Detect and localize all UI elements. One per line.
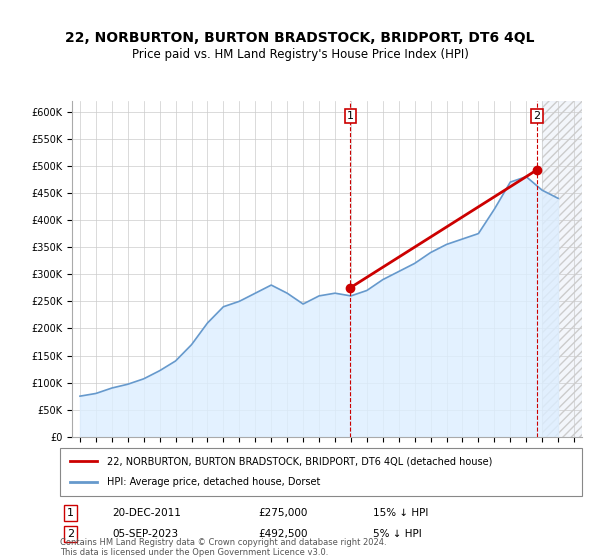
Text: £275,000: £275,000 bbox=[259, 508, 308, 518]
FancyBboxPatch shape bbox=[60, 448, 582, 496]
Text: 1: 1 bbox=[67, 508, 74, 518]
Text: £492,500: £492,500 bbox=[259, 529, 308, 539]
Text: 2: 2 bbox=[67, 529, 74, 539]
Text: 22, NORBURTON, BURTON BRADSTOCK, BRIDPORT, DT6 4QL (detached house): 22, NORBURTON, BURTON BRADSTOCK, BRIDPOR… bbox=[107, 456, 493, 466]
Text: Contains HM Land Registry data © Crown copyright and database right 2024.
This d: Contains HM Land Registry data © Crown c… bbox=[60, 538, 386, 557]
Text: HPI: Average price, detached house, Dorset: HPI: Average price, detached house, Dors… bbox=[107, 477, 320, 487]
Text: 05-SEP-2023: 05-SEP-2023 bbox=[112, 529, 178, 539]
Bar bbox=[542, 101, 582, 437]
Text: Price paid vs. HM Land Registry's House Price Index (HPI): Price paid vs. HM Land Registry's House … bbox=[131, 48, 469, 60]
Text: 5% ↓ HPI: 5% ↓ HPI bbox=[373, 529, 422, 539]
Text: 22, NORBURTON, BURTON BRADSTOCK, BRIDPORT, DT6 4QL: 22, NORBURTON, BURTON BRADSTOCK, BRIDPOR… bbox=[65, 31, 535, 45]
Text: 1: 1 bbox=[347, 111, 354, 121]
Text: 2: 2 bbox=[533, 111, 541, 121]
Bar bbox=[542, 101, 582, 437]
Text: 15% ↓ HPI: 15% ↓ HPI bbox=[373, 508, 428, 518]
Text: 20-DEC-2011: 20-DEC-2011 bbox=[112, 508, 181, 518]
